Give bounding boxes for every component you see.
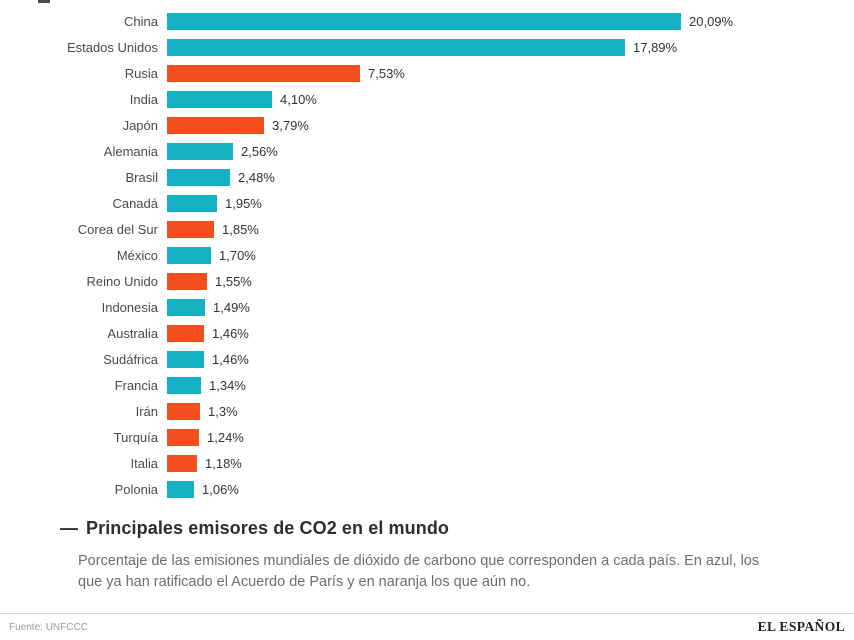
top-edge-mark xyxy=(38,0,50,3)
bar-row: Rusia 7,53% xyxy=(0,60,733,86)
bar xyxy=(167,12,681,30)
value-label: 1,34% xyxy=(209,377,246,393)
bar xyxy=(167,142,233,160)
bar xyxy=(167,90,272,108)
bar-row: Canadá 1,95% xyxy=(0,190,733,216)
value-label: 1,24% xyxy=(207,429,244,445)
bar-row: Estados Unidos 17,89% xyxy=(0,34,733,60)
bar xyxy=(167,454,197,472)
country-label: Brasil xyxy=(125,169,158,185)
title-dash: — xyxy=(60,518,78,538)
country-label: Italia xyxy=(130,455,158,471)
footer: Fuente: UNFCCC EL ESPAÑOL xyxy=(0,613,854,640)
value-label: 1,46% xyxy=(212,325,249,341)
bar-row: Reino Unido 1,55% xyxy=(0,268,733,294)
bar-row: Italia 1,18% xyxy=(0,450,733,476)
bar-row: Polonia 1,06% xyxy=(0,476,733,502)
bar xyxy=(167,428,199,446)
value-label: 1,95% xyxy=(225,195,262,211)
country-label: Estados Unidos xyxy=(66,39,158,55)
country-label: Polonia xyxy=(114,481,158,497)
chart-title: Principales emisores de CO2 en el mundo xyxy=(86,518,450,538)
country-label: Francia xyxy=(114,377,158,393)
bar xyxy=(167,64,360,82)
bar-row: Indonesia 1,49% xyxy=(0,294,733,320)
bar xyxy=(167,272,207,290)
bar-row: Australia 1,46% xyxy=(0,320,733,346)
bar-row: Japón 3,79% xyxy=(0,112,733,138)
value-label: 1,06% xyxy=(202,481,239,497)
value-label: 1,55% xyxy=(215,273,252,289)
value-label: 3,79% xyxy=(272,117,309,133)
bar-row: Corea del Sur 1,85% xyxy=(0,216,733,242)
bar xyxy=(167,194,217,212)
value-label: 17,89% xyxy=(633,39,678,55)
country-label: China xyxy=(124,13,158,29)
bar-row: India 4,10% xyxy=(0,86,733,112)
source-label: Fuente: UNFCCC xyxy=(9,621,88,633)
chart-subtitle: Porcentaje de las emisiones mundiales de… xyxy=(78,553,760,591)
country-label: Indonesia xyxy=(101,299,158,315)
bar-row: Sudáfrica 1,46% xyxy=(0,346,733,372)
country-label: Sudáfrica xyxy=(103,351,158,367)
bar-row: Irán 1,3% xyxy=(0,398,733,424)
value-label: 1,46% xyxy=(212,351,249,367)
value-label: 1,49% xyxy=(213,299,250,315)
bar xyxy=(167,220,214,238)
bar-row: China 20,09% xyxy=(0,8,733,34)
chart-title-row: — Principales emisores de CO2 en el mund… xyxy=(60,518,449,539)
bar-row: Alemania 2,56% xyxy=(0,138,733,164)
bar-chart: China 20,09% Estados Unidos 17,89% Rusia 7,53… xyxy=(0,8,733,502)
country-label: India xyxy=(129,91,158,107)
country-label: Canadá xyxy=(112,195,158,211)
value-label: 1,85% xyxy=(222,221,259,237)
value-label: 4,10% xyxy=(280,91,317,107)
country-label: Reino Unido xyxy=(86,273,158,289)
bar xyxy=(167,350,204,368)
value-label: 7,53% xyxy=(368,65,405,81)
brand-logo: EL ESPAÑOL xyxy=(757,619,845,634)
bar-row: Turquía 1,24% xyxy=(0,424,733,450)
value-label: 20,09% xyxy=(689,13,734,29)
value-label: 1,18% xyxy=(205,455,242,471)
country-label: Turquía xyxy=(113,429,158,445)
bar xyxy=(167,116,264,134)
country-label: Japón xyxy=(122,117,158,133)
country-label: México xyxy=(116,247,158,263)
bar xyxy=(167,246,211,264)
country-label: Irán xyxy=(135,403,158,419)
bar xyxy=(167,324,204,342)
value-label: 2,56% xyxy=(241,143,278,159)
bar-row: México 1,70% xyxy=(0,242,733,268)
bar-row: Francia 1,34% xyxy=(0,372,733,398)
bar-row: Brasil 2,48% xyxy=(0,164,733,190)
value-label: 1,3% xyxy=(208,403,238,419)
country-label: Alemania xyxy=(103,143,158,159)
country-label: Rusia xyxy=(124,65,158,81)
bar xyxy=(167,480,194,498)
bar xyxy=(167,298,205,316)
bar xyxy=(167,402,200,420)
value-label: 1,70% xyxy=(219,247,256,263)
country-label: Australia xyxy=(107,325,158,341)
bar xyxy=(167,168,230,186)
bar xyxy=(167,38,625,56)
country-label: Corea del Sur xyxy=(77,221,158,237)
value-label: 2,48% xyxy=(238,169,275,185)
bar xyxy=(167,376,201,394)
